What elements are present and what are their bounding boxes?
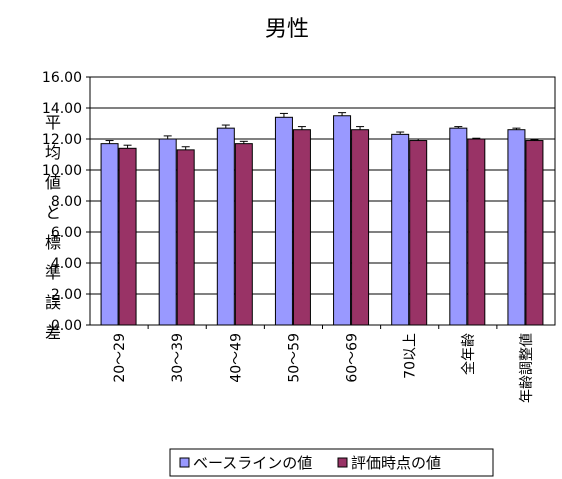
legend-swatch [179,457,190,468]
y-axis-label-char: 均 [45,143,61,162]
legend-entry: ベースラインの値 [193,454,312,472]
x-axis-ticks: 20～29 30～39 40～49 50～59 60～69 70以上 全年齢 年齢調整値 [112,325,535,403]
bar-evaluation [525,140,544,326]
bar-evaluation [176,149,195,326]
bar-evaluation [409,140,428,326]
x-tick-label: 60～69 [345,333,361,383]
bar-evaluation [292,129,311,326]
error-bars [105,112,539,150]
bar-evaluation [234,143,253,326]
y-axis-ticks: 0.00 2.00 4.00 6.00 8.00 10.00 12.00 14.00 16.00 [42,70,90,334]
y-tick-label: 6.00 [51,225,82,241]
bar-evaluation [351,129,370,326]
bar-evaluation [118,147,137,326]
x-tick-label: 全年齢 [460,333,477,375]
bars [100,115,544,326]
bar-baseline [449,127,468,326]
x-tick-label: 20～29 [112,333,128,383]
y-tick-label: 14.00 [42,101,82,117]
bar-baseline [391,133,410,326]
legend-box [169,448,494,477]
y-axis-label-char: 準 [45,263,61,282]
bar-baseline [333,115,352,326]
y-axis-label-char: 誤 [45,293,61,312]
x-tick-label: 40～49 [228,333,244,383]
bar-baseline [274,116,293,326]
bar-baseline [100,143,119,326]
x-tick-label: 50～59 [286,333,302,383]
bar-evaluation [467,138,486,326]
y-axis-label-char: 差 [45,323,61,342]
legend: ベースラインの値 評価時点の値 [169,448,494,477]
y-axis-label-char: 値 [45,173,61,192]
y-tick-label: 8.00 [51,194,82,210]
y-tick-label: 0.00 [51,318,82,334]
y-tick-label: 2.00 [51,287,82,303]
bar-baseline [216,127,235,326]
legend-swatch [337,457,348,468]
legend-entry: 評価時点の値 [351,454,441,472]
bar-baseline [158,138,177,326]
x-tick-label: 年齢調整値 [519,333,535,403]
y-axis-label-char: と [45,203,61,222]
y-tick-label: 16.00 [42,70,82,86]
x-tick-label: 30～39 [170,333,186,383]
bar-baseline [507,129,526,326]
y-tick-label: 4.00 [51,256,82,272]
y-tick-label: 12.00 [42,132,82,148]
y-axis-label-char: 平 [45,113,61,132]
x-tick-label: 70以上 [403,333,419,379]
chart-title: 男性 [265,17,309,42]
y-axis-label-char: 標 [45,233,61,252]
y-tick-label: 10.00 [42,163,82,179]
